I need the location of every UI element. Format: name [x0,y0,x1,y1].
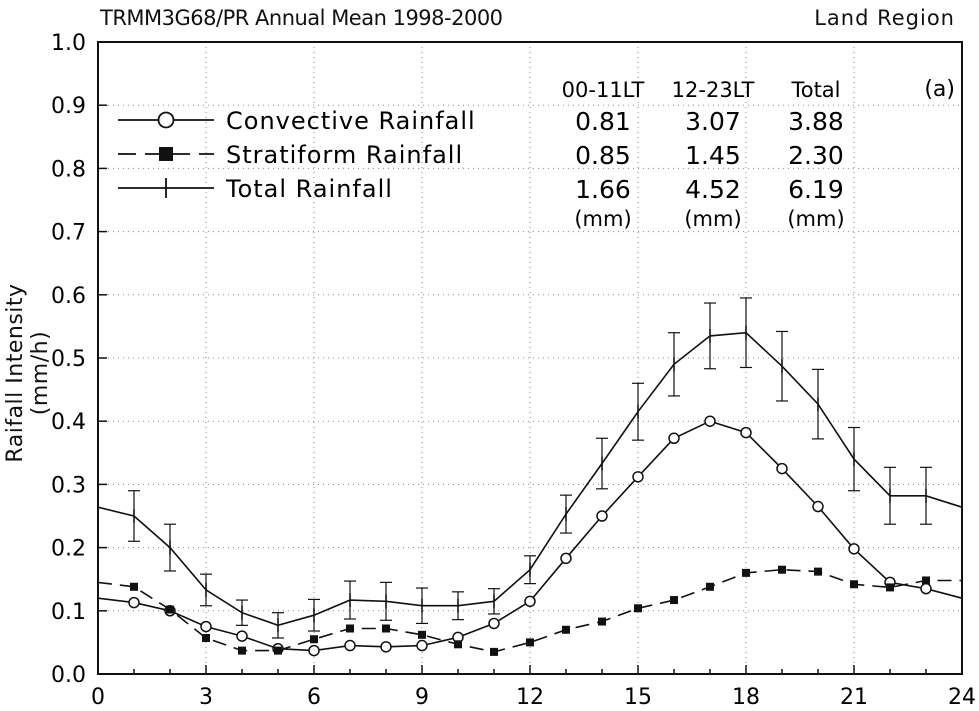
table-cell: 1.45 [685,141,741,170]
circle-marker [776,462,788,475]
table-cell: 6.19 [788,175,844,204]
square-marker [166,605,174,614]
square-marker [346,624,354,633]
x-tick-label: 15 [624,685,652,710]
square-marker [274,646,282,655]
y-tick-label: 0.3 [51,473,86,498]
x-tick-label: 3 [199,685,213,710]
circle-marker [416,639,428,652]
circle-marker [380,641,392,653]
circle-marker [740,426,752,439]
x-tick-label: 6 [307,685,321,710]
y-tick-label: 0.2 [51,537,86,562]
chart-region-label: Land Region [814,6,955,30]
circle-marker [344,639,356,652]
table-unit: (mm) [574,207,631,231]
square-marker [526,638,534,647]
square-marker [202,633,210,642]
square-marker [778,565,786,574]
square-marker [382,624,390,633]
y-tick-label: 0.6 [51,284,86,309]
axis-ticks: 0 3 6 9 12 15 18 21 24 0.0 0.1 0.2 0.3 0.4 0.5 0.6 0.7 0.… [51,31,976,710]
square-marker [886,583,894,592]
circle-marker [488,617,500,630]
y-tick-label: 0.8 [51,157,86,182]
table-cell: 3.88 [788,107,844,136]
series-convective-rainfall [97,415,963,657]
circle-marker [596,510,608,522]
series-group [97,297,963,657]
circle-marker [812,500,824,513]
y-tick-label: 0.1 [51,600,86,625]
x-tick-label: 24 [948,685,976,710]
table-unit: (mm) [684,207,741,231]
square-marker [130,582,138,591]
square-marker [922,576,930,585]
legend-square-icon [159,147,173,161]
table-unit: (mm) [787,207,844,231]
x-tick-label: 21 [840,685,868,710]
table-header: 00-11LT [562,78,645,102]
circle-marker [668,432,680,445]
series-total-rainfall [97,297,963,639]
square-marker [814,567,822,576]
table-cell: 0.85 [575,141,631,170]
square-marker [490,647,498,656]
x-tick-label: 0 [91,685,105,710]
table-cell: 4.52 [685,175,741,204]
square-marker [238,646,246,655]
chart-title: TRMM3G68/PR Annual Mean 1998-2000 [100,6,503,30]
legend: Convective Rainfall Stratiform Rainfall To… [118,107,476,203]
x-tick-label: 18 [732,685,760,710]
legend-circle-icon [157,111,175,129]
table-cell: 0.81 [575,107,631,136]
y-tick-label: 0.7 [51,221,86,246]
circle-marker [632,471,644,483]
y-tick-label: 1.0 [51,31,86,56]
circle-marker [704,415,716,427]
summary-table: 00-11LT 12-23LT Total 0.81 3.07 3.88 0.85 1.45 2… [562,78,845,231]
y-tick-label: 0.4 [51,410,86,435]
legend-label: Total Rainfall [225,175,393,203]
panel-label: (a) [924,77,955,102]
table-header: 12-23LT [672,78,755,102]
square-marker [598,617,606,626]
square-marker [706,582,714,591]
circle-marker [128,596,140,609]
legend-label: Convective Rainfall [226,107,476,135]
square-marker [634,604,642,613]
circle-marker [560,552,572,565]
y-tick-label: 0.5 [51,347,86,372]
circle-marker [236,630,248,642]
square-marker [742,568,750,577]
square-marker [850,580,858,589]
circle-marker [200,620,212,633]
y-tick-label: 0.0 [51,663,86,688]
square-marker [670,596,678,605]
series-line [97,420,963,652]
square-marker [418,630,426,639]
circle-marker [524,595,536,608]
table-cell: 2.30 [788,141,844,170]
square-marker [562,625,570,634]
table-cell: 1.66 [575,175,631,204]
x-tick-label: 12 [516,685,544,710]
series-stratiform-rainfall [97,565,962,656]
x-tick-label: 9 [415,685,429,710]
circle-marker [920,582,932,595]
y-tick-label: 0.9 [51,94,86,119]
square-marker [454,640,462,649]
circle-marker [308,644,320,657]
legend-label: Stratiform Rainfall [226,141,463,169]
circle-marker [848,543,860,555]
square-marker [310,635,318,644]
table-cell: 3.07 [685,107,741,136]
table-header: Total [790,78,840,102]
